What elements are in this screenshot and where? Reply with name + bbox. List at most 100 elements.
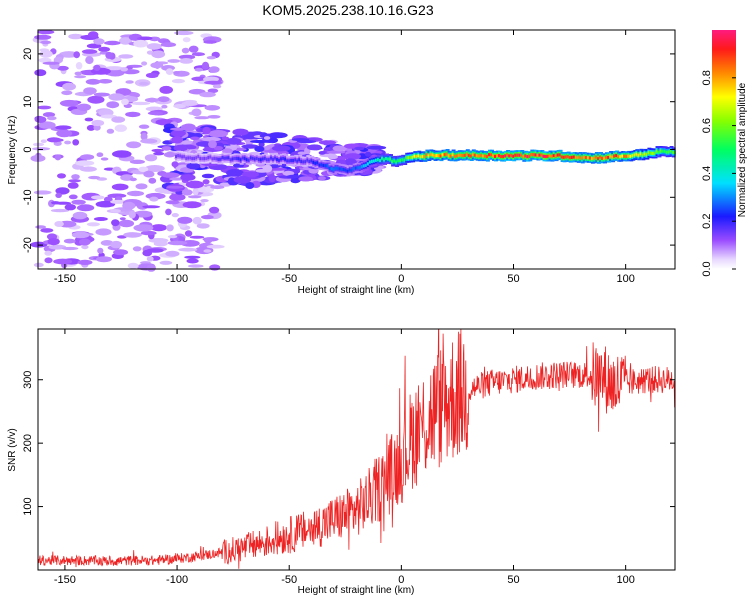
spectrogram-cell	[144, 165, 165, 172]
spectrogram-cell	[147, 111, 164, 116]
spectrogram-cell	[95, 228, 112, 236]
spectrogram-cell	[208, 140, 217, 149]
y-tick-label: 20	[22, 48, 34, 60]
ridge-core	[399, 158, 404, 163]
spectrogram-cell	[167, 235, 178, 239]
spectrogram-cell	[161, 146, 172, 151]
spectrogram-cell	[151, 50, 166, 59]
spectrogram-cell	[40, 139, 47, 143]
spectrogram-cell	[120, 67, 128, 72]
spectrogram-cell	[282, 170, 295, 176]
spectrogram-cell	[54, 221, 64, 227]
spectrogram-cell	[263, 136, 271, 140]
spectrogram-cell	[93, 38, 105, 45]
ridge-core	[627, 154, 632, 158]
snr-x-axis-title: Height of straight line (km)	[298, 585, 415, 596]
spectrogram-cell	[35, 225, 47, 229]
y-tick-label: 200	[22, 434, 34, 452]
ridge-core	[292, 159, 297, 163]
spectrogram-cell	[163, 151, 176, 158]
spectrogram-cell	[327, 154, 338, 160]
spectrogram-cell	[126, 141, 142, 149]
spectrogram-cell	[186, 258, 199, 264]
spectrogram-cell	[33, 190, 52, 195]
spectrogram-cell	[221, 136, 230, 141]
spectrogram-cell	[129, 177, 137, 182]
x-tick-label: 100	[616, 574, 634, 586]
spectrogram-cell	[209, 264, 221, 271]
spectrogram-cell	[98, 46, 110, 53]
spectrogram-cell	[80, 154, 95, 160]
spectrogram-cell	[144, 97, 159, 103]
spectrogram-cell	[210, 185, 225, 190]
ridge-core	[550, 155, 555, 159]
ridge-core	[205, 156, 210, 161]
spectrogram-cell	[165, 68, 174, 75]
spectrogram-cell	[86, 222, 100, 227]
spectrogram-cell	[165, 208, 172, 216]
ridge-core	[259, 158, 264, 162]
colorbar-tick-label: 0.0	[701, 261, 713, 276]
spectrogram-cell	[290, 178, 301, 184]
spectrogram-cell	[96, 152, 104, 157]
spectrogram-cell	[174, 30, 194, 36]
spectrogram-cell	[135, 183, 148, 190]
ridge-core	[269, 156, 274, 160]
spectrogram-cell	[213, 146, 224, 151]
spectrogram-cell	[86, 124, 96, 131]
spectrogram-cell	[150, 62, 164, 69]
spectrogram-cell	[165, 250, 180, 257]
spectrogram-cell	[119, 217, 126, 221]
spectrogram-cell	[208, 66, 220, 73]
spectrogram-cell	[206, 244, 225, 249]
ridge-core	[247, 158, 252, 162]
spectrogram-cell	[110, 209, 121, 213]
spectrogram-cell	[178, 247, 198, 252]
spectrogram-cell	[119, 37, 133, 45]
spectrogram-cell	[111, 183, 129, 191]
spectrogram-cell	[191, 76, 208, 82]
spectrogram-cell	[61, 90, 73, 96]
spectrogram-x-ticks: -150 -100 -50 0 50 100	[54, 30, 635, 285]
spectrogram-cell	[91, 119, 105, 127]
spectrogram-cell	[202, 179, 210, 185]
spectrogram-cell	[112, 150, 132, 158]
spectrogram-cell	[68, 179, 81, 183]
spectrogram-cell	[34, 34, 52, 40]
spectrogram-cell	[173, 144, 188, 152]
spectrogram-cell	[125, 80, 134, 84]
x-tick-label: 50	[507, 273, 519, 285]
x-tick-label: 0	[398, 273, 404, 285]
spectrogram-cell	[57, 65, 69, 71]
spectrogram-cell	[114, 124, 128, 132]
spectrogram-cell	[142, 205, 161, 209]
spectrogram-cell	[298, 176, 314, 182]
spectrogram-cell	[166, 185, 184, 189]
y-tick-label: -10	[22, 189, 34, 205]
spectrogram-cell	[97, 247, 104, 254]
spectrogram-x-axis-title: Height of straight line (km)	[298, 285, 415, 296]
spectrogram-cell	[184, 230, 193, 237]
ridge-core	[615, 153, 620, 158]
spectrogram-cell	[196, 223, 210, 229]
spectrogram-cell	[184, 255, 201, 259]
spectrogram-cell	[209, 206, 220, 214]
spectrogram-cell	[132, 246, 142, 252]
x-tick-label: -100	[166, 273, 188, 285]
ridge-core	[366, 162, 371, 166]
spectrogram-cell	[83, 87, 97, 95]
x-tick-label: 100	[616, 273, 634, 285]
spectrogram-cell	[123, 232, 142, 238]
spectrogram-cell	[318, 176, 326, 181]
spectrogram-cell	[191, 108, 202, 117]
spectrogram-cell	[85, 56, 94, 65]
spectrogram-cell	[203, 249, 212, 253]
spectrogram-cell	[98, 109, 114, 117]
spectrogram-cell	[177, 216, 193, 224]
spectrogram-cell	[74, 71, 83, 76]
spectrogram-cell	[37, 29, 55, 35]
spectrogram-cell	[111, 219, 120, 227]
spectrogram-ridge	[175, 146, 676, 177]
spectrogram-cell	[40, 40, 52, 45]
